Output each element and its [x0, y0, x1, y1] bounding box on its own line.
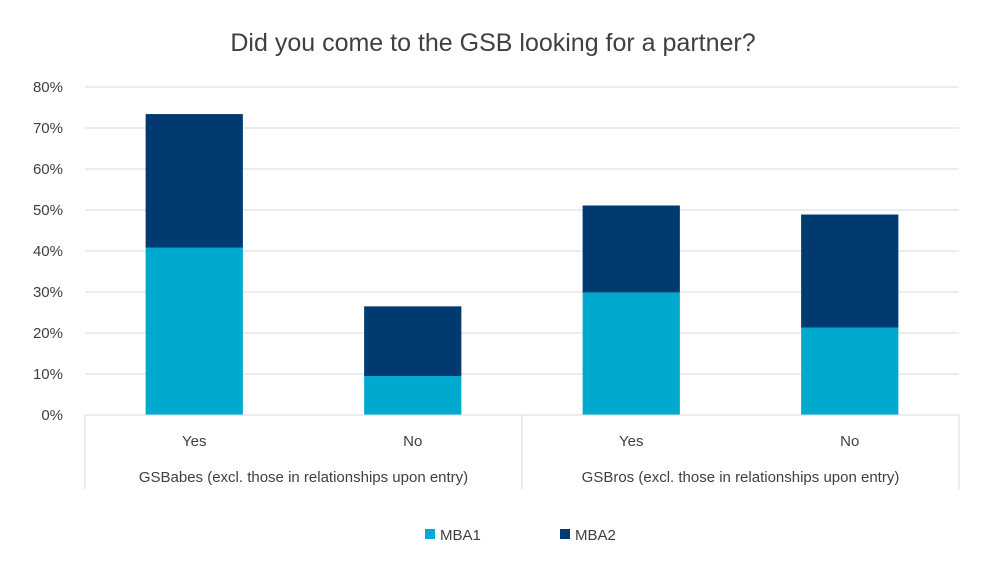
x-group-label: GSBros (excl. those in relationships upo…	[582, 469, 900, 486]
x-category-label: No	[840, 433, 859, 450]
bar-mba2	[145, 114, 243, 248]
bar-mba2	[801, 214, 899, 328]
bar-mba2	[582, 205, 680, 293]
y-tick-label: 0%	[41, 407, 63, 424]
y-tick-label: 10%	[33, 366, 63, 383]
x-category-label: Yes	[619, 433, 643, 450]
bars	[145, 114, 899, 415]
x-group-label: GSBabes (excl. those in relationships up…	[139, 469, 468, 486]
bar-mba2	[364, 306, 462, 377]
x-category-label: No	[403, 433, 422, 450]
y-tick-label: 70%	[33, 120, 63, 137]
y-tick-label: 80%	[33, 79, 63, 96]
x-category-label: Yes	[182, 433, 206, 450]
y-tick-label: 60%	[33, 161, 63, 178]
y-tick-label: 30%	[33, 284, 63, 301]
legend-label: MBA1	[440, 527, 481, 544]
legend-swatch	[425, 529, 435, 539]
bar-mba1	[364, 376, 462, 415]
bar-mba1	[582, 292, 680, 415]
legend-label: MBA2	[575, 527, 616, 544]
chart-title: Did you come to the GSB looking for a pa…	[230, 29, 755, 57]
bar-mba1	[801, 327, 899, 415]
bar-mba1	[145, 247, 243, 415]
legend-swatch	[560, 529, 570, 539]
y-tick-label: 50%	[33, 202, 63, 219]
y-axis: 0% 10% 20% 30% 40% 50% 60% 70% 80%	[33, 79, 63, 424]
y-tick-label: 40%	[33, 243, 63, 260]
legend: MBA1 MBA2	[425, 527, 616, 544]
y-tick-label: 20%	[33, 325, 63, 342]
x-axis: Yes No Yes No GSBabes (excl. those in relati…	[84, 414, 960, 489]
